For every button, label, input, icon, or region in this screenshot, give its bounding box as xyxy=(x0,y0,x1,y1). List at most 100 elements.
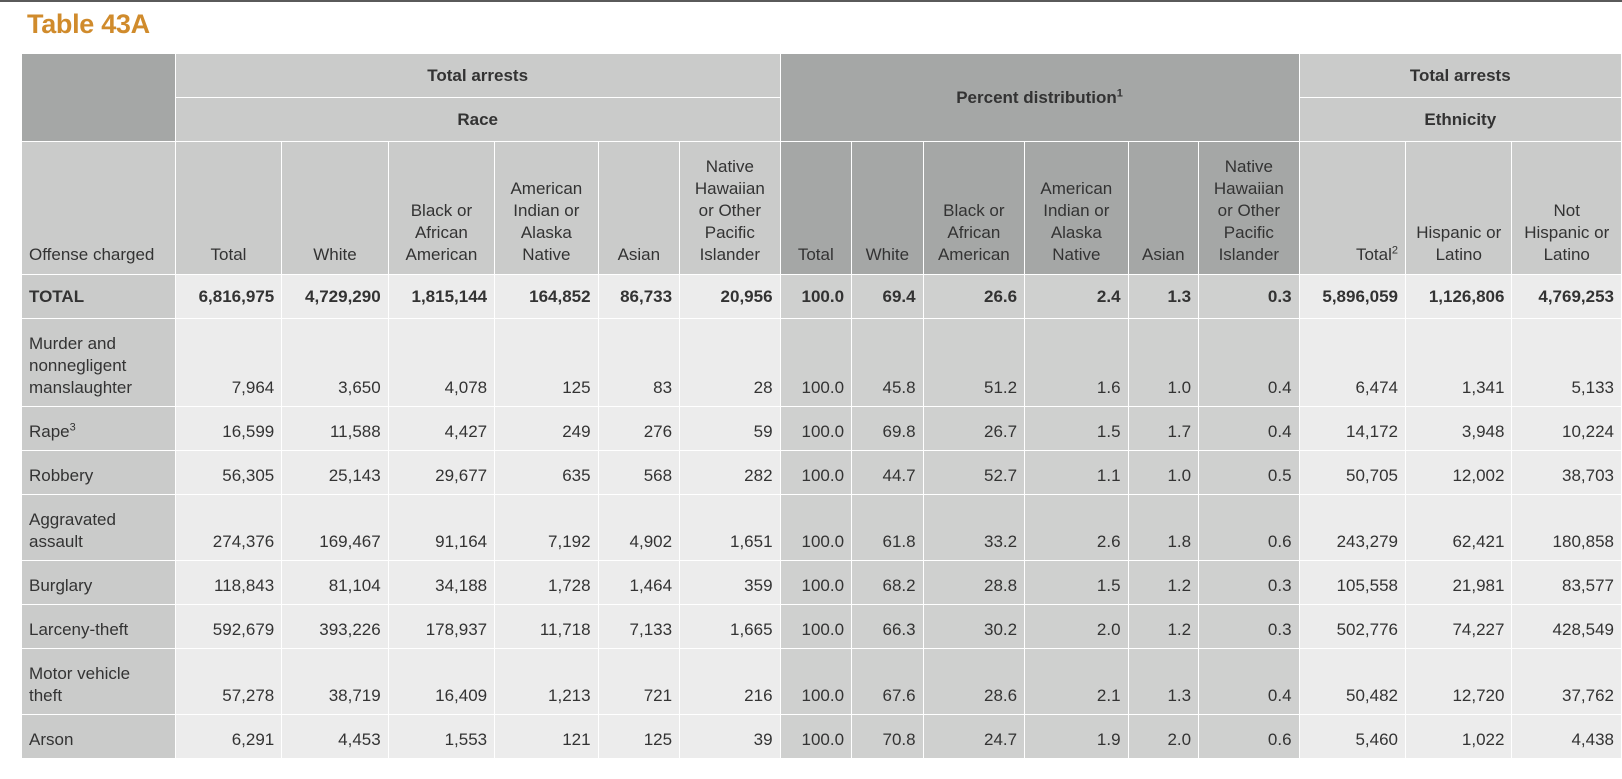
col-eth-total-label: Total xyxy=(1355,245,1392,264)
table-cell: 26.7 xyxy=(922,406,1026,451)
race-header: Race xyxy=(174,97,781,142)
table-cell: 50,482 xyxy=(1298,648,1407,715)
table-row: TOTAL 6,816,975 4,729,290 1,815,144 164,852 8… xyxy=(21,274,1622,319)
table-cell: 74,227 xyxy=(1405,604,1513,649)
table-cell: 118,843 xyxy=(174,560,283,605)
col-pct-native-hawaiian: Native Hawaiian or Other Pacific Islande… xyxy=(1198,141,1300,275)
table-cell: 1.2 xyxy=(1127,560,1200,605)
offense-label-text: TOTAL xyxy=(29,286,85,306)
table-cell: 68.2 xyxy=(851,560,924,605)
table-cell: 16,409 xyxy=(387,648,496,715)
table-cell: 25,143 xyxy=(281,450,389,495)
table-cell: 1.8 xyxy=(1127,494,1200,561)
table-cell: 0.4 xyxy=(1198,406,1300,451)
offense-label-text: Murder and nonnegligent manslaughter xyxy=(29,334,133,397)
table-cell: 83 xyxy=(597,318,681,407)
col-pct-black: Black or African American xyxy=(922,141,1026,275)
table-cell: 0.4 xyxy=(1198,318,1300,407)
col-race-asian: Asian xyxy=(597,141,681,275)
table-cell: 1.7 xyxy=(1127,406,1200,451)
offense-label-text: Arson xyxy=(29,730,74,749)
table-cell: 1.5 xyxy=(1024,406,1129,451)
offense-label: Larceny-theft xyxy=(21,604,176,649)
table-row: Larceny-theft 592,679 393,226 178,937 11,718… xyxy=(21,604,1622,649)
table-cell: 81,104 xyxy=(281,560,389,605)
table-cell: 2.1 xyxy=(1024,648,1129,715)
offense-label: Aggravated assault xyxy=(21,494,176,561)
table-cell: 178,937 xyxy=(387,604,496,649)
table-cell: 5,133 xyxy=(1511,318,1622,407)
table-cell: 28 xyxy=(679,318,781,407)
table-cell: 100.0 xyxy=(779,714,853,759)
top-border-line xyxy=(0,0,1622,2)
table-cell: 6,816,975 xyxy=(174,274,283,319)
table-cell: 502,776 xyxy=(1298,604,1407,649)
table-cell: 169,467 xyxy=(281,494,389,561)
table-row: Motor vehicle theft 57,278 38,719 16,409 1,2… xyxy=(21,648,1622,715)
table-cell: 86,733 xyxy=(597,274,681,319)
table-cell: 66.3 xyxy=(851,604,924,649)
offense-label: Motor vehicle theft xyxy=(21,648,176,715)
table-cell: 282 xyxy=(679,450,781,495)
table-cell: 12,720 xyxy=(1405,648,1513,715)
col-race-total: Total xyxy=(174,141,283,275)
table-cell: 125 xyxy=(494,318,599,407)
offense-charged-header: Offense charged xyxy=(21,141,176,275)
offense-label: Murder and nonnegligent manslaughter xyxy=(21,318,176,407)
col-pct-american-indian: American Indian or Alaska Native xyxy=(1024,141,1129,275)
table-cell: 164,852 xyxy=(494,274,599,319)
table-cell: 44.7 xyxy=(851,450,924,495)
table-cell: 83,577 xyxy=(1511,560,1622,605)
col-eth-hispanic: Hispanic or Latino xyxy=(1405,141,1513,275)
table-cell: 11,718 xyxy=(494,604,599,649)
table-cell: 1.5 xyxy=(1024,560,1129,605)
total-arrests-race-header: Total arrests xyxy=(174,53,781,98)
table-cell: 1.2 xyxy=(1127,604,1200,649)
table-cell: 1.0 xyxy=(1127,450,1200,495)
table-cell: 45.8 xyxy=(851,318,924,407)
table-cell: 1,022 xyxy=(1405,714,1513,759)
table-cell: 61.8 xyxy=(851,494,924,561)
table-cell: 274,376 xyxy=(174,494,283,561)
table-cell: 428,549 xyxy=(1511,604,1622,649)
col-race-american-indian: American Indian or Alaska Native xyxy=(494,141,599,275)
col-pct-asian: Asian xyxy=(1127,141,1200,275)
table-cell: 3,948 xyxy=(1405,406,1513,451)
table-cell: 56,305 xyxy=(174,450,283,495)
table-cell: 70.8 xyxy=(851,714,924,759)
offense-label: Arson xyxy=(21,714,176,759)
table-cell: 721 xyxy=(597,648,681,715)
table-cell: 91,164 xyxy=(387,494,496,561)
table-cell: 7,133 xyxy=(597,604,681,649)
table-cell: 33.2 xyxy=(922,494,1026,561)
ethnicity-header: Ethnicity xyxy=(1298,97,1622,142)
table-cell: 0.6 xyxy=(1198,714,1300,759)
offense-label-text: Aggravated assault xyxy=(29,510,116,551)
table-cell: 59 xyxy=(679,406,781,451)
table-cell: 0.3 xyxy=(1198,604,1300,649)
table-cell: 24.7 xyxy=(922,714,1026,759)
table-cell: 6,291 xyxy=(174,714,283,759)
table-body: TOTAL 6,816,975 4,729,290 1,815,144 164,852 8… xyxy=(21,274,1622,759)
table-cell: 4,078 xyxy=(387,318,496,407)
table-cell: 4,453 xyxy=(281,714,389,759)
offense-label-text: Motor vehicle theft xyxy=(29,664,131,705)
table-cell: 100.0 xyxy=(779,274,853,319)
table-cell: 0.3 xyxy=(1198,274,1300,319)
table-cell: 1.3 xyxy=(1127,648,1200,715)
table-cell: 0.6 xyxy=(1198,494,1300,561)
table-cell: 1.0 xyxy=(1127,318,1200,407)
table-cell: 29,677 xyxy=(387,450,496,495)
table-cell: 34,188 xyxy=(387,560,496,605)
table-cell: 14,172 xyxy=(1298,406,1407,451)
table-cell: 1.9 xyxy=(1024,714,1129,759)
table-cell: 100.0 xyxy=(779,450,853,495)
col-pct-white: White xyxy=(851,141,924,275)
col-race-native-hawaiian: Native Hawaiian or Other Pacific Islande… xyxy=(679,141,781,275)
table-row: Rape3 16,599 11,588 4,427 249 276 59 100.0 69.8 2… xyxy=(21,406,1622,451)
table-cell: 28.8 xyxy=(922,560,1026,605)
table-cell: 1.6 xyxy=(1024,318,1129,407)
table-cell: 100.0 xyxy=(779,604,853,649)
table-title: Table 43A xyxy=(27,9,150,39)
table-cell: 38,719 xyxy=(281,648,389,715)
